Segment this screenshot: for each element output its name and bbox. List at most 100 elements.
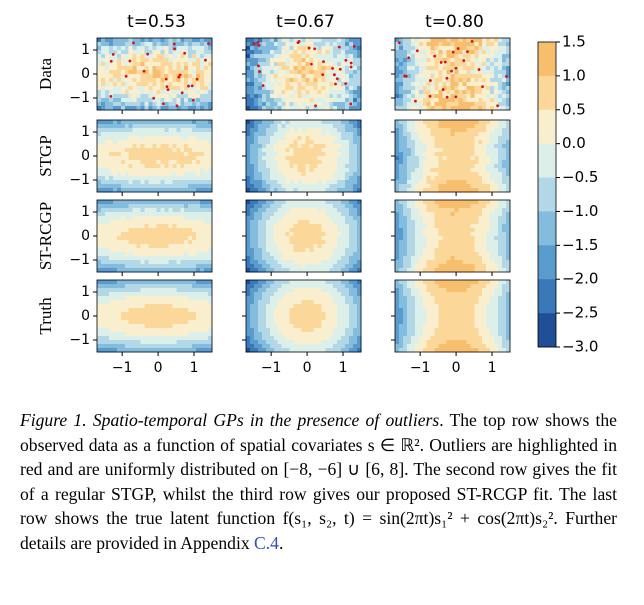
contour-cell xyxy=(192,184,197,189)
contour-cell xyxy=(426,106,431,111)
contour-cell xyxy=(112,156,118,161)
contour-cell xyxy=(301,136,306,141)
contour-cell xyxy=(120,332,126,337)
contour-cell xyxy=(406,78,412,83)
contour-cell xyxy=(353,82,358,87)
contour-cell xyxy=(246,50,251,55)
contour-cell xyxy=(112,236,118,241)
contour-cell xyxy=(140,228,145,233)
contour-cell xyxy=(184,144,189,149)
contour-cell xyxy=(450,74,455,79)
contour-cell xyxy=(426,46,431,51)
contour-cell xyxy=(124,328,130,333)
contour-cell xyxy=(281,308,286,313)
contour-cell xyxy=(160,224,165,229)
contour-cell xyxy=(112,74,118,79)
contour-cell xyxy=(184,280,189,285)
contour-cell xyxy=(277,102,282,107)
contour-cell xyxy=(253,320,259,325)
contour-cell xyxy=(285,216,290,221)
contour-cell xyxy=(108,236,114,241)
contour-cell xyxy=(196,320,201,325)
contour-cell xyxy=(478,42,483,47)
contour-cell xyxy=(293,54,298,59)
contour-cell xyxy=(249,132,255,137)
contour-cell xyxy=(337,58,342,63)
contour-cell xyxy=(168,124,173,129)
contour-cell xyxy=(164,136,169,141)
contour-cell xyxy=(184,160,189,165)
contour-cell xyxy=(108,188,114,193)
contour-cell xyxy=(337,188,342,193)
contour-cell xyxy=(313,136,318,141)
contour-cell xyxy=(410,50,416,55)
contour-cell xyxy=(285,124,290,129)
contour-cell xyxy=(200,336,205,341)
contour-cell xyxy=(289,308,294,313)
contour-cell xyxy=(120,280,126,285)
contour-cell xyxy=(140,62,145,67)
contour-cell xyxy=(337,70,342,75)
contour-cell xyxy=(402,78,408,83)
contour-cell xyxy=(188,90,193,95)
contour-cell xyxy=(140,336,145,341)
contour-cell xyxy=(313,160,318,165)
contour-cell xyxy=(269,320,275,325)
contour-cell xyxy=(285,268,290,273)
contour-cell xyxy=(97,312,102,317)
contour-cell xyxy=(345,344,350,349)
contour-cell xyxy=(246,54,251,59)
contour-cell xyxy=(208,248,213,253)
contour-cell xyxy=(458,78,463,83)
contour-cell xyxy=(184,240,189,245)
contour-cell xyxy=(208,124,213,129)
contour-cell xyxy=(353,70,358,75)
contour-cell xyxy=(305,224,310,229)
contour-cell xyxy=(337,132,342,137)
contour-cell xyxy=(253,46,259,51)
contour-cell xyxy=(184,86,189,91)
contour-cell xyxy=(156,156,161,161)
contour-cell xyxy=(140,268,145,273)
contour-cell xyxy=(246,248,251,253)
contour-cell xyxy=(148,94,153,99)
contour-cell xyxy=(309,176,314,181)
contour-cell xyxy=(200,148,205,153)
contour-cell xyxy=(246,308,251,313)
contour-cell xyxy=(184,58,189,63)
contour-cell xyxy=(329,292,334,297)
contour-cell xyxy=(289,216,294,221)
contour-cell xyxy=(176,324,181,329)
contour-cell xyxy=(301,296,306,301)
contour-cell xyxy=(132,54,137,59)
contour-cell xyxy=(446,94,451,99)
contour-cell xyxy=(337,144,342,149)
contour-cell xyxy=(128,136,133,141)
contour-cell xyxy=(196,46,201,51)
contour-cell xyxy=(285,148,290,153)
contour-cell xyxy=(317,70,322,75)
contour-cell xyxy=(357,66,362,71)
contour-cell xyxy=(156,46,161,51)
contour-cell xyxy=(349,148,354,153)
contour-cell xyxy=(160,160,165,165)
contour-cell xyxy=(108,284,114,289)
contour-cell xyxy=(249,264,255,269)
contour-cell xyxy=(180,140,185,145)
contour-cell xyxy=(341,50,346,55)
contour-cell xyxy=(124,172,130,177)
contour-cell xyxy=(345,188,350,193)
contour-cell xyxy=(305,256,310,261)
contour-cell xyxy=(160,156,165,161)
contour-cell xyxy=(486,62,491,67)
contour-cell xyxy=(357,248,362,253)
contour-cell xyxy=(325,312,330,317)
contour-cell xyxy=(132,308,137,313)
contour-cell xyxy=(410,136,416,141)
contour-cell xyxy=(402,168,408,173)
contour-cell xyxy=(261,348,267,353)
contour-cell xyxy=(148,280,153,285)
contour-cell xyxy=(273,328,279,333)
contour-cell xyxy=(398,156,404,161)
contour-cell xyxy=(406,94,412,99)
